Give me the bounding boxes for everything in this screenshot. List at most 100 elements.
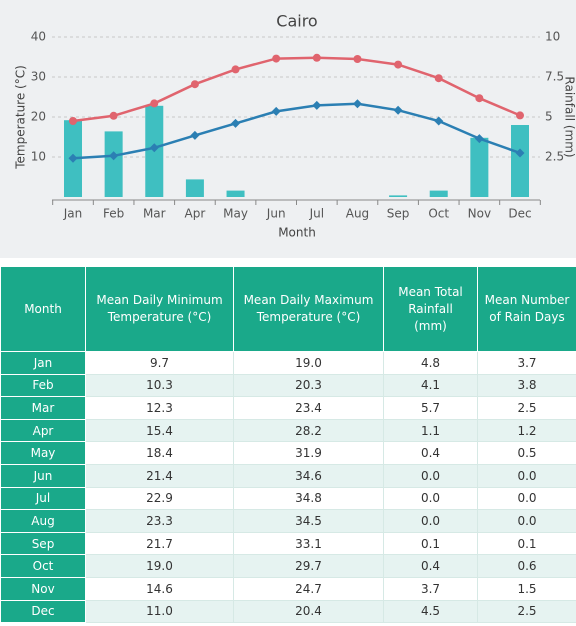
value-cell: 4.1 [383, 373, 478, 398]
month-cell: Jul [0, 486, 86, 511]
x-axis-label: Month [278, 226, 316, 240]
point-marker [149, 143, 159, 153]
rain-bar [429, 190, 448, 197]
value-cell: 28.2 [233, 418, 384, 443]
value-cell: 19.0 [85, 554, 234, 578]
y-tick-label: 40 [31, 30, 46, 44]
y2-tick-label: 10 [545, 30, 560, 44]
rain-bar [511, 125, 529, 197]
month-cell: Jan [0, 351, 86, 375]
value-cell: 0.0 [477, 509, 576, 533]
point-marker [272, 54, 281, 63]
month-cell: Feb [0, 373, 86, 398]
header-cell: Mean Daily Maximum Temperature (°C) [233, 266, 384, 352]
table-row: Feb 10.3 20.3 4.1 3.8 [0, 373, 576, 398]
value-cell: 23.3 [85, 509, 234, 533]
point-marker [312, 100, 322, 110]
value-cell: 34.6 [233, 463, 384, 488]
month-cell: Mar [0, 396, 86, 420]
value-cell: 2.5 [477, 396, 576, 420]
month-cell: Dec [0, 599, 86, 624]
month-cell: May [0, 441, 86, 465]
chart: Cairo Month Temperature (°C) Rainfall (m… [0, 0, 576, 258]
y-axis-label: Temperature (°C) [14, 65, 28, 170]
rain-bar [389, 195, 408, 197]
header-cell: Month [0, 266, 86, 352]
point-marker [271, 106, 281, 116]
point-marker [109, 151, 119, 161]
point-marker [515, 148, 525, 158]
table-row: Jul 22.9 34.8 0.0 0.0 [0, 486, 576, 511]
table-row: Oct 19.0 29.7 0.4 0.6 [0, 554, 576, 578]
point-marker [393, 105, 403, 115]
value-cell: 21.7 [85, 531, 234, 556]
x-tick-label: Dec [508, 207, 531, 221]
table-row: Dec 11.0 20.4 4.5 2.5 [0, 599, 576, 624]
point-marker [68, 153, 78, 163]
value-cell: 18.4 [85, 441, 234, 465]
y2-axis-label: Rainfall (mm) [563, 76, 576, 157]
point-marker [434, 116, 444, 126]
y2-tick-label: 7.5 [545, 70, 564, 84]
y-tick-label: 30 [31, 70, 46, 84]
climate-table: Month Mean Daily Minimum Temperature (°C)… [0, 266, 576, 624]
value-cell: 0.6 [477, 554, 576, 578]
month-cell: Oct [0, 554, 86, 578]
point-marker [190, 130, 200, 140]
month-cell: Aug [0, 509, 86, 533]
value-cell: 0.4 [383, 441, 478, 465]
value-cell: 20.3 [233, 373, 384, 398]
x-tick-label: Jan [63, 207, 83, 221]
value-cell: 33.1 [233, 531, 384, 556]
chart-background [0, 0, 576, 258]
value-cell: 4.8 [383, 351, 478, 375]
point-marker [231, 118, 241, 128]
value-cell: 23.4 [233, 396, 384, 420]
value-cell: 15.4 [85, 418, 234, 443]
value-cell: 10.3 [85, 373, 234, 398]
point-marker [109, 111, 118, 120]
value-cell: 14.6 [85, 576, 234, 601]
x-tick-label: Mar [143, 207, 166, 221]
x-tick-label: Apr [185, 207, 206, 221]
value-cell: 24.7 [233, 576, 384, 601]
header-cell: Mean Daily Minimum Temperature (°C) [85, 266, 234, 352]
value-cell: 1.1 [383, 418, 478, 443]
value-cell: 21.4 [85, 463, 234, 488]
value-cell: 0.1 [383, 531, 478, 556]
header-row: Month Mean Daily Minimum Temperature (°C)… [0, 266, 576, 352]
value-cell: 0.0 [383, 486, 478, 511]
table-row: Mar 12.3 23.4 5.7 2.5 [0, 396, 576, 420]
x-tick-label: May [223, 207, 248, 221]
value-cell: 2.5 [477, 599, 576, 624]
point-marker [69, 117, 77, 125]
y-tick-label: 20 [31, 110, 46, 124]
value-cell: 11.0 [85, 599, 234, 624]
x-tick-label: Sep [387, 207, 410, 221]
value-cell: 1.2 [477, 418, 576, 443]
y2-tick-label: 5 [545, 110, 553, 124]
point-marker [352, 99, 362, 109]
rain-bar [185, 179, 204, 197]
value-cell: 0.1 [477, 531, 576, 556]
table-row: Apr 15.4 28.2 1.1 1.2 [0, 418, 576, 443]
table-row: May 18.4 31.9 0.4 0.5 [0, 441, 576, 465]
x-tick-label: Jun [266, 207, 286, 221]
value-cell: 3.7 [477, 351, 576, 375]
value-cell: 0.5 [477, 441, 576, 465]
point-marker [150, 99, 159, 108]
table-row: Nov 14.6 24.7 3.7 1.5 [0, 576, 576, 601]
value-cell: 20.4 [233, 599, 384, 624]
month-cell: Sep [0, 531, 86, 556]
month-cell: Nov [0, 576, 86, 601]
chart-title: Cairo [276, 12, 317, 31]
point-marker [353, 55, 362, 63]
month-cell: Jun [0, 463, 86, 488]
point-marker [434, 74, 443, 83]
value-cell: 0.0 [477, 486, 576, 511]
point-marker [190, 80, 199, 89]
value-cell: 22.9 [85, 486, 234, 511]
value-cell: 19.0 [233, 351, 384, 375]
value-cell: 34.8 [233, 486, 384, 511]
